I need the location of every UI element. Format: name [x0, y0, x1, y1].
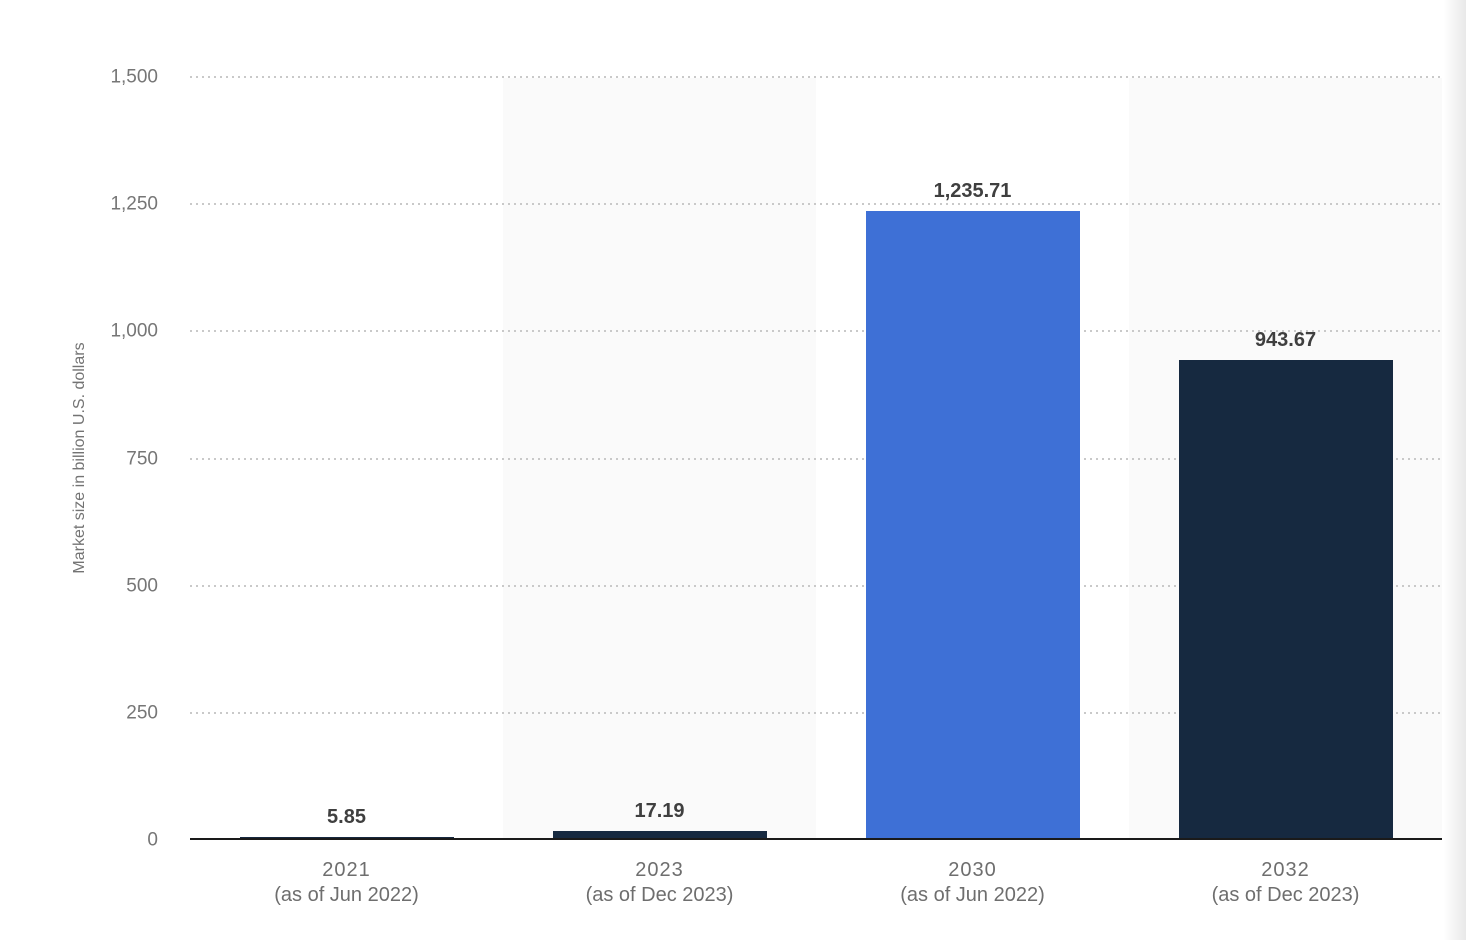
x-tick-note: (as of Jun 2022)	[900, 884, 1045, 906]
y-tick-label: 250	[126, 702, 158, 724]
y-tick-label: 1,500	[110, 66, 158, 88]
grid-line	[190, 203, 1442, 206]
x-tick-label: 2021 (as of Jun 2022)	[274, 858, 419, 908]
bar-value-label: 943.67	[1254, 329, 1317, 351]
grid-line	[190, 584, 1442, 587]
y-tick-label: 1,000	[110, 320, 158, 342]
bar	[865, 211, 1080, 840]
x-tick-note: (as of Jun 2022)	[274, 884, 419, 906]
grid-line	[190, 711, 1442, 714]
y-tick-label: 500	[126, 575, 158, 597]
bar	[552, 831, 767, 840]
x-tick-year: 2030	[948, 859, 997, 881]
page-edge-shadow	[1443, 0, 1466, 940]
y-tick-label: 750	[126, 448, 158, 469]
x-tick-year: 2032	[1261, 859, 1310, 881]
y-tick-label: 1,250	[110, 193, 158, 215]
bar-value-label: 1,235.71	[933, 180, 1012, 202]
x-tick-note: (as of Dec 2023)	[1211, 884, 1360, 906]
grid-line	[190, 76, 1442, 78]
x-tick-year: 2023	[635, 859, 684, 881]
grid-line	[190, 457, 1442, 460]
x-tick-label: 2030 (as of Jun 2022)	[900, 858, 1045, 908]
x-tick-year: 2021	[322, 859, 371, 881]
bar	[1178, 360, 1393, 840]
x-tick-label: 2032 (as of Dec 2023)	[1212, 858, 1360, 908]
x-tick-label: 2023 (as of Dec 2023)	[586, 858, 734, 908]
bar-value-label: 17.19	[634, 800, 685, 822]
y-tick-label: 0	[147, 829, 158, 851]
grid-line	[190, 330, 1442, 333]
bar-value-label: 5.85	[327, 806, 366, 828]
x-tick-note: (as of Dec 2023)	[585, 884, 734, 906]
x-axis-line	[190, 838, 1442, 840]
